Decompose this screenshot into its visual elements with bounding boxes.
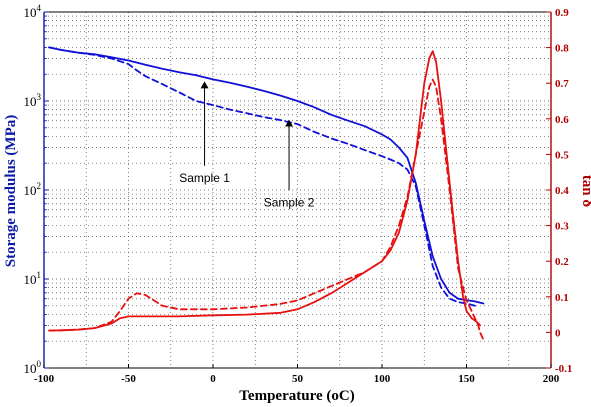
right-tick-label: 0.4 — [555, 185, 569, 197]
x-axis-title: Temperature (oC) — [239, 388, 354, 404]
x-tick-label: 0 — [210, 373, 216, 385]
x-tick-label: 150 — [458, 373, 475, 385]
annotation-layer: Sample 1 Sample 2 — [179, 81, 315, 209]
right-tick-label: 0.1 — [555, 292, 569, 304]
right-axis-title: tan δ — [579, 175, 591, 208]
right-tick-label: 0.3 — [555, 221, 569, 233]
left-tick-label: 103 — [24, 92, 42, 109]
tan-delta-dashed-line — [48, 78, 485, 341]
x-tick-label: 50 — [292, 373, 304, 385]
right-tick-label: 0.7 — [555, 78, 569, 90]
right-tick-label: 0.2 — [555, 256, 569, 268]
x-tick-label: 100 — [374, 373, 391, 385]
annotation-label-1: Sample 1 — [179, 171, 230, 185]
grid — [44, 12, 551, 368]
tan-delta-solid-line — [48, 50, 481, 332]
tick-labels: -100 -50 0 50 100 150 200 100 101 102 103 104 -0.1 0 0… — [24, 3, 573, 385]
right-tick-label: 0.6 — [555, 114, 569, 126]
right-tick-label: 0.5 — [555, 149, 569, 161]
right-tick-label: 0.8 — [555, 43, 569, 55]
series-layer — [48, 46, 485, 341]
left-tick-label: 101 — [24, 270, 42, 287]
x-tick-label: -100 — [34, 373, 55, 385]
left-tick-label: 100 — [24, 359, 42, 376]
left-tick-label: 104 — [24, 3, 42, 20]
annotation-label-2: Sample 2 — [264, 195, 315, 209]
left-axis-title: Storage modulus (MPa) — [3, 115, 19, 268]
right-tick-label: -0.1 — [555, 363, 572, 375]
x-tick-label: 200 — [543, 373, 560, 385]
x-tick-label: -50 — [121, 373, 136, 385]
right-tick-label: 0 — [555, 327, 561, 339]
left-tick-label: 102 — [24, 181, 42, 198]
storage-modulus-dashed-line — [48, 46, 476, 307]
right-tick-label: 0.9 — [555, 7, 569, 19]
storage-modulus-solid-line — [48, 46, 485, 305]
